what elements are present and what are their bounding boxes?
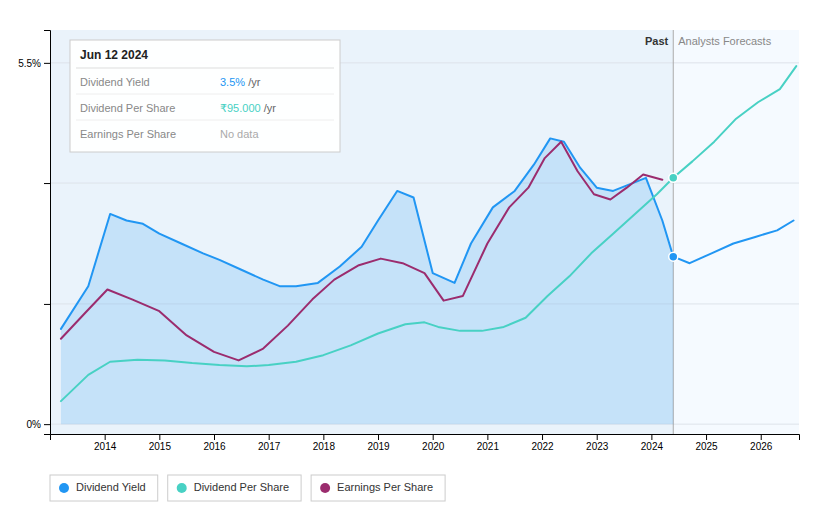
x-tick-mark xyxy=(214,434,215,440)
chart-svg: 2014 2015 2016 2017 2018 2019 2020 2021 2022 2023… xyxy=(0,0,821,508)
x-tick-mark xyxy=(597,434,598,440)
tooltip-value: ₹95.000 xyxy=(220,102,261,114)
x-axis-line xyxy=(51,435,800,441)
y-tick xyxy=(44,183,50,184)
y-tick-mark xyxy=(44,183,50,184)
tooltip-unit: /yr xyxy=(261,102,277,114)
x-tick-mark xyxy=(706,434,707,440)
marker xyxy=(669,252,678,261)
y-tick-mark xyxy=(44,63,50,64)
legend-label: Dividend Yield xyxy=(76,481,146,493)
tooltip-box xyxy=(70,40,340,152)
x-tick-label: 2020 xyxy=(422,441,445,452)
series-line xyxy=(61,138,794,329)
tooltip-separator xyxy=(76,120,334,121)
annotation: Past xyxy=(645,35,669,47)
x-tick-label: 2018 xyxy=(313,441,336,452)
legend-swatch xyxy=(320,483,330,493)
tooltip-label: Dividend Per Share xyxy=(80,102,175,114)
x-tick: 2019 xyxy=(367,434,390,452)
forecast-region xyxy=(673,30,799,434)
tooltip-value: 3.5% xyxy=(220,76,245,88)
y-tick xyxy=(44,304,50,305)
x-tick: 2024 xyxy=(641,434,664,452)
x-tick-label: 2024 xyxy=(641,441,664,452)
x-tick-mark xyxy=(269,434,270,440)
x-tick-mark xyxy=(651,434,652,440)
y-tick: 5.5% xyxy=(18,58,50,69)
tooltip-separator xyxy=(76,68,334,69)
x-tick: 2025 xyxy=(695,434,718,452)
x-tick-label: 2017 xyxy=(258,441,281,452)
legend: Dividend Yield Dividend Per Share Earnings… xyxy=(50,475,445,501)
legend-item: Dividend Per Share xyxy=(168,475,301,501)
x-tick-mark xyxy=(378,434,379,440)
y-tick-mark xyxy=(44,424,50,425)
x-tick: 2015 xyxy=(149,434,172,452)
legend-box xyxy=(168,475,301,501)
x-tick: 2021 xyxy=(477,434,500,452)
x-tick-mark xyxy=(323,434,324,440)
x-tick: 2026 xyxy=(750,434,773,452)
x-tick-mark xyxy=(761,434,762,440)
x-tick-mark xyxy=(487,434,488,440)
legend-label: Earnings Per Share xyxy=(337,481,433,493)
legend-swatch xyxy=(59,483,69,493)
x-tick-label: 2014 xyxy=(94,441,117,452)
x-tick: 2020 xyxy=(422,434,445,452)
x-tick-mark xyxy=(105,434,106,440)
x-tick-label: 2021 xyxy=(477,441,500,452)
tooltip: Jun 12 2024 Dividend Yield 3.5% /yr Dividen… xyxy=(70,40,340,152)
series-line xyxy=(61,142,662,361)
x-tick-mark xyxy=(542,434,543,440)
y-tick: 0% xyxy=(27,419,50,430)
x-tick-mark xyxy=(159,434,160,440)
background-regions xyxy=(50,30,799,434)
y-tick-mark xyxy=(44,304,50,305)
legend-item: Earnings Per Share xyxy=(311,475,445,501)
legend-box xyxy=(311,475,445,501)
x-tick: 2023 xyxy=(586,434,609,452)
legend-label: Dividend Per Share xyxy=(194,481,289,493)
x-tick-label: 2022 xyxy=(531,441,554,452)
tooltip-date: Jun 12 2024 xyxy=(80,48,148,62)
x-tick: 2018 xyxy=(313,434,336,452)
x-tick-label: 2016 xyxy=(203,441,226,452)
legend-item: Dividend Yield xyxy=(50,475,158,501)
x-tick: 2017 xyxy=(258,434,281,452)
tooltip-label: Dividend Yield xyxy=(80,76,150,88)
tooltip-separator xyxy=(76,94,334,95)
plot-area xyxy=(61,30,796,434)
x-axis: 2014 2015 2016 2017 2018 2019 2020 2021 2022 2023… xyxy=(51,434,800,452)
tooltip-unit: /yr xyxy=(245,76,261,88)
y-tick-label: 0% xyxy=(27,419,42,430)
grid-line xyxy=(50,183,799,184)
legend-swatch xyxy=(177,483,187,493)
y-axis: 0% 5.5% xyxy=(18,31,50,435)
area-group xyxy=(61,138,673,424)
y-tick-label: 5.5% xyxy=(18,58,41,69)
x-tick-label: 2019 xyxy=(367,441,390,452)
area xyxy=(61,138,673,424)
x-tick-mark xyxy=(433,434,434,440)
x-tick-label: 2023 xyxy=(586,441,609,452)
y-axis-line xyxy=(44,31,51,435)
x-tick-label: 2026 xyxy=(750,441,773,452)
x-tick-label: 2015 xyxy=(149,441,172,452)
x-tick: 2014 xyxy=(94,434,117,452)
marker xyxy=(669,173,678,182)
tooltip-label: Earnings Per Share xyxy=(80,128,176,140)
tooltip-value: No data xyxy=(220,128,259,140)
annotation: Analysts Forecasts xyxy=(678,35,771,47)
x-tick-label: 2025 xyxy=(695,441,718,452)
legend-box xyxy=(50,475,158,501)
x-tick: 2022 xyxy=(531,434,554,452)
x-tick: 2016 xyxy=(203,434,226,452)
